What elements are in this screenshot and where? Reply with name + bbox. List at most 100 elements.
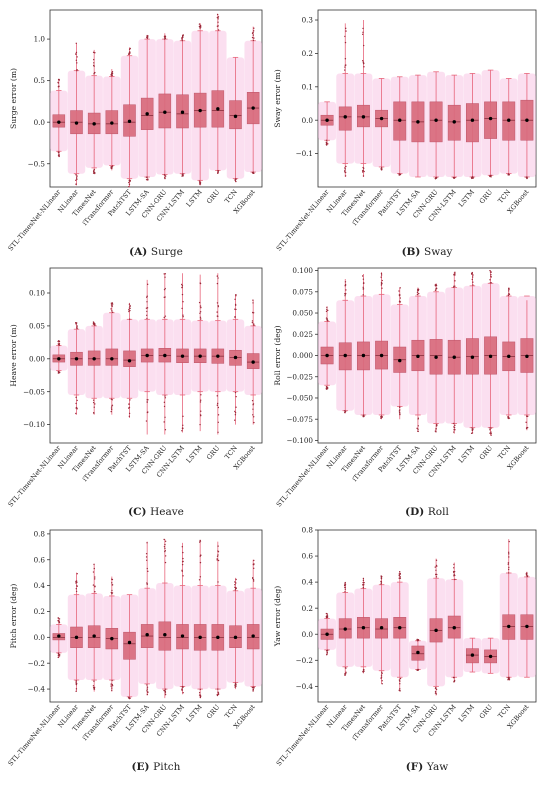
box-stl-timesnet-nlinear <box>50 339 68 374</box>
x-tick-label: STL-TimesNet-NLinear <box>275 443 331 508</box>
box-flier <box>380 676 383 678</box>
box-flier <box>200 306 202 309</box>
box-flier <box>325 654 328 656</box>
box-flier <box>182 575 184 577</box>
box-flier <box>344 581 346 584</box>
box-flier <box>508 566 510 569</box>
box-flier <box>217 277 219 279</box>
box-flier <box>182 560 184 563</box>
box-flier <box>526 415 528 418</box>
x-tick-label: GRU <box>478 703 495 721</box>
box-flier <box>344 169 346 172</box>
box-mean <box>416 120 420 124</box>
box-flier <box>526 177 528 179</box>
box-flier <box>94 52 96 54</box>
box-flier <box>128 412 131 415</box>
box-flier <box>344 171 347 174</box>
box-flier <box>435 287 438 290</box>
box-flier <box>75 183 77 185</box>
box-flier <box>76 56 78 58</box>
box-flier <box>129 52 131 54</box>
box-flier <box>199 26 202 28</box>
box-cnn-lstm <box>173 34 192 177</box>
box-flier <box>75 402 77 405</box>
box-mean <box>325 118 329 122</box>
y-tick-label: 0.1 <box>302 82 313 91</box>
box-flier <box>58 621 60 624</box>
box-flier <box>164 555 167 557</box>
box-xgboost <box>517 571 536 678</box>
box-mean <box>361 626 366 630</box>
box-flier <box>507 563 509 565</box>
box-flier <box>252 404 254 406</box>
box-flier <box>129 47 131 50</box>
box-flier <box>325 142 328 145</box>
box-flier <box>181 688 183 690</box>
box-flier <box>58 655 61 657</box>
box-mean <box>216 635 220 640</box>
box-flier <box>507 173 510 175</box>
y-tick-label: 0.050 <box>292 309 313 318</box>
box-flier <box>164 397 167 399</box>
box-flier <box>344 588 347 590</box>
box-flier <box>325 616 328 619</box>
box-body <box>123 350 136 367</box>
box-flier <box>94 591 96 593</box>
box-flier <box>416 427 418 430</box>
x-tick-label: LSTM <box>185 444 204 465</box>
box-flier <box>58 339 60 342</box>
box-flier <box>217 29 220 31</box>
box-flier <box>164 693 167 696</box>
box-flier <box>253 27 255 29</box>
x-tick-label: STL-TimesNet-NLinear <box>7 702 63 767</box>
box-flier <box>181 686 183 688</box>
box-flier <box>110 74 112 76</box>
box-flier <box>216 558 218 560</box>
box-flier <box>92 584 95 586</box>
box-flier <box>128 53 130 56</box>
box-flier <box>345 64 347 66</box>
box-flier <box>508 287 510 290</box>
box-flier <box>198 301 201 304</box>
box-flier <box>217 688 219 690</box>
box-mean <box>398 118 402 122</box>
box-flier <box>471 427 473 429</box>
panel-caption: (B) Sway <box>402 246 453 258</box>
box-nlinear <box>336 23 355 177</box>
box-flier <box>199 576 202 578</box>
box-flier <box>253 559 255 562</box>
box-flier <box>345 30 347 32</box>
plot-frame <box>49 529 263 703</box>
box-flier <box>110 398 113 400</box>
box-flier <box>399 677 402 680</box>
box-mean <box>251 106 255 110</box>
box-flier <box>508 677 511 679</box>
box-flier <box>343 171 346 173</box>
box-patchtst <box>120 302 139 418</box>
box-flier <box>182 301 184 303</box>
box-flier <box>111 311 114 313</box>
box-flier <box>234 682 237 684</box>
box-flier <box>380 284 383 286</box>
box-flier <box>110 304 113 306</box>
box-flier <box>325 310 328 313</box>
box-flier <box>399 571 401 573</box>
box-mean <box>92 634 96 638</box>
box-mean <box>507 624 511 629</box>
box-flier <box>417 669 419 671</box>
box-mean <box>74 121 79 125</box>
box-mean <box>163 110 167 114</box>
box-flier <box>489 279 491 281</box>
panel-roll: −0.100 −0.075 −0.050 −0.025 0.000 0.025 0.050 0… <box>273 266 537 518</box>
box-flier <box>381 672 383 675</box>
box-flier <box>181 283 183 286</box>
y-tick-label: 0.2 <box>302 49 313 58</box>
box-flier <box>58 154 60 156</box>
box-flier <box>216 555 219 557</box>
box-flier <box>251 171 254 174</box>
panel-caption: (F) Yaw <box>406 761 448 773</box>
box-flier <box>94 578 96 580</box>
box-flier <box>234 316 236 319</box>
box-mean <box>180 110 185 114</box>
x-tick-label: STL-TimesNet-NLinear <box>7 443 63 508</box>
